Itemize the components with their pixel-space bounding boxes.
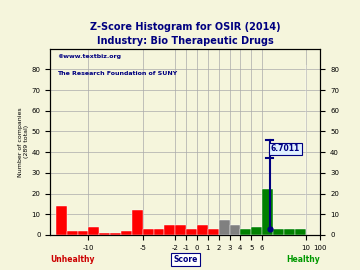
Text: 6.7011: 6.7011 (271, 144, 300, 153)
Bar (273, 229, 284, 235)
Bar (89, 227, 99, 235)
Bar (143, 229, 153, 235)
Text: ©www.textbiz.org: ©www.textbiz.org (57, 54, 121, 59)
Bar (230, 225, 240, 235)
Bar (240, 229, 251, 235)
Bar (186, 229, 197, 235)
Bar (165, 225, 175, 235)
Bar (153, 229, 165, 235)
Bar (99, 233, 110, 235)
Text: Score: Score (173, 255, 198, 264)
Bar (56, 206, 67, 235)
Bar (110, 233, 121, 235)
Bar (175, 225, 186, 235)
Bar (284, 229, 294, 235)
Bar (294, 229, 306, 235)
Text: Healthy: Healthy (287, 255, 320, 264)
Bar (132, 210, 143, 235)
Y-axis label: Number of companies
(289 total): Number of companies (289 total) (18, 107, 29, 177)
Text: Unhealthy: Unhealthy (50, 255, 95, 264)
Bar (219, 220, 230, 235)
Bar (197, 225, 208, 235)
Text: The Research Foundation of SUNY: The Research Foundation of SUNY (57, 71, 177, 76)
Title: Z-Score Histogram for OSIR (2014)
Industry: Bio Therapeutic Drugs: Z-Score Histogram for OSIR (2014) Indust… (90, 22, 281, 46)
Bar (262, 189, 273, 235)
Bar (77, 231, 89, 235)
Bar (251, 227, 262, 235)
Bar (67, 231, 77, 235)
Bar (208, 229, 219, 235)
Bar (121, 231, 132, 235)
